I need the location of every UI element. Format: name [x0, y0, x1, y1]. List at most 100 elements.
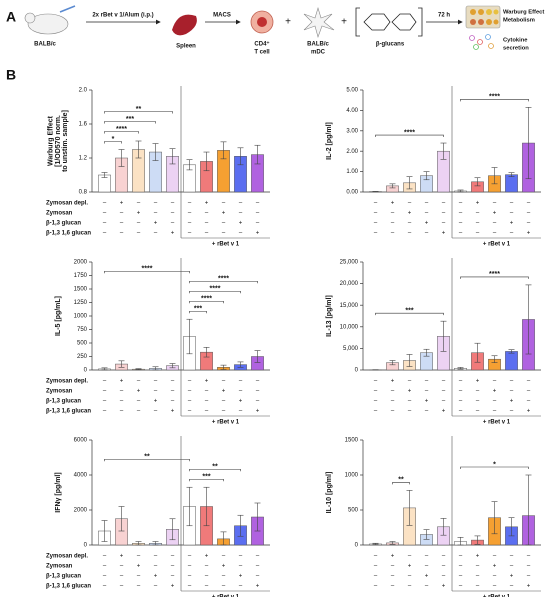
condition-sign: –: [137, 221, 141, 227]
chart: 0.00 1.00 2.00 3.00 4.00 5.00 IL-2 [pg/ml] ****…: [326, 86, 541, 248]
condition-sign: –: [188, 409, 192, 415]
condition-sign: –: [476, 574, 480, 580]
tcell-nucleus: [257, 17, 267, 27]
condition-sign: –: [476, 221, 480, 227]
condition-sign: +: [239, 399, 243, 405]
y-axis-label: IL-13 [pg/ml]: [326, 295, 333, 337]
condition-sign: –: [476, 211, 480, 217]
condition-sign: –: [205, 574, 209, 580]
condition-sign: –: [527, 201, 531, 207]
condition-sign: –: [442, 389, 446, 395]
y-tick-label: 250: [77, 354, 88, 360]
y-tick-label: 0.8: [79, 190, 88, 196]
y-tick-label: 500: [348, 508, 359, 514]
condition-sign: –: [103, 201, 107, 207]
condition-sign: –: [120, 574, 124, 580]
group-label: + rBet v 1: [483, 420, 511, 426]
condition-sign: –: [408, 409, 412, 415]
condition-label: Zymosan: [46, 564, 73, 570]
condition-sign: +: [510, 221, 514, 227]
condition-sign: +: [239, 221, 243, 227]
condition-sign: –: [442, 201, 446, 207]
condition-sign: –: [493, 379, 497, 385]
condition-sign: –: [408, 379, 412, 385]
condition-sign: +: [120, 379, 124, 385]
significance-bracket: [104, 141, 122, 144]
condition-sign: –: [188, 554, 192, 560]
significance-bracket: [460, 276, 529, 279]
condition-sign: –: [103, 379, 107, 385]
significance-bracket: [104, 121, 156, 124]
condition-sign: –: [188, 211, 192, 217]
condition-sign: –: [459, 221, 463, 227]
group-label: + rBet v 1: [212, 242, 240, 248]
condition-sign: –: [408, 574, 412, 580]
significance-label: ****: [218, 276, 229, 283]
condition-label: Zymosan depl.: [46, 554, 88, 560]
y-tick-label: 750: [77, 327, 88, 333]
condition-sign: –: [374, 201, 378, 207]
condition-label: β-1,3 1,6 glucan: [46, 231, 91, 237]
y-tick-label: 5,000: [343, 346, 359, 352]
condition-sign: +: [256, 231, 260, 237]
condition-sign: –: [408, 399, 412, 405]
bar: [505, 351, 518, 371]
significance-bracket: [375, 134, 444, 138]
y-tick-label: 0.00: [346, 190, 358, 196]
condition-sign: –: [256, 389, 260, 395]
condition-sign: –: [442, 221, 446, 227]
condition-sign: –: [391, 399, 395, 405]
y-tick-label: 10,000: [340, 324, 359, 330]
condition-sign: –: [391, 409, 395, 415]
chart: 0 5,000 10,000 15,000 20,000 25,000 IL-13 [pg/…: [326, 258, 541, 426]
condition-sign: –: [154, 564, 158, 570]
condition-sign: –: [442, 564, 446, 570]
condition-sign: –: [374, 379, 378, 385]
condition-sign: +: [493, 564, 497, 570]
condition-sign: –: [408, 231, 412, 237]
condition-sign: –: [459, 554, 463, 560]
spleen-label: Spleen: [176, 44, 196, 50]
condition-sign: +: [205, 379, 209, 385]
y-tick-label: 4.00: [346, 108, 358, 114]
condition-sign: –: [103, 231, 107, 237]
condition-sign: +: [493, 211, 497, 217]
warburg-label: Metabolism: [503, 18, 535, 24]
condition-sign: –: [425, 554, 429, 560]
glucan-icon: [355, 7, 423, 37]
condition-sign: –: [154, 554, 158, 560]
condition-sign: –: [154, 584, 158, 590]
condition-sign: –: [459, 379, 463, 385]
condition-sign: +: [391, 379, 395, 385]
significance-label: ***: [405, 308, 413, 315]
y-tick-label: 500: [77, 341, 88, 347]
condition-sign: –: [154, 389, 158, 395]
condition-sign: –: [154, 231, 158, 237]
condition-sign: –: [476, 409, 480, 415]
y-axis-label: to unstim. sample]: [62, 110, 69, 172]
y-tick-label: 1250: [74, 300, 88, 306]
condition-sign: –: [137, 379, 141, 385]
condition-sign: –: [391, 231, 395, 237]
condition-sign: +: [137, 564, 141, 570]
condition-sign: –: [459, 584, 463, 590]
condition-sign: +: [256, 409, 260, 415]
condition-sign: –: [408, 584, 412, 590]
condition-sign: –: [408, 201, 412, 207]
condition-sign: –: [120, 399, 124, 405]
condition-sign: +: [408, 389, 412, 395]
condition-sign: –: [103, 409, 107, 415]
condition-sign: –: [459, 399, 463, 405]
significance-bracket: [189, 280, 258, 284]
step-label: MACS: [213, 13, 231, 19]
condition-sign: +: [205, 554, 209, 560]
significance-label: ****: [489, 271, 500, 278]
condition-sign: –: [137, 201, 141, 207]
condition-sign: –: [374, 574, 378, 580]
y-tick-label: 1.2: [79, 156, 88, 162]
significance-bracket: [460, 99, 529, 102]
condition-sign: –: [510, 554, 514, 560]
condition-sign: –: [222, 399, 226, 405]
